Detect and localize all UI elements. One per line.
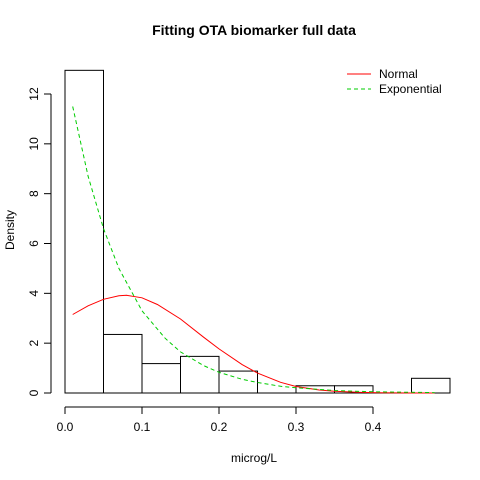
chart-title: Fitting OTA biomarker full data	[152, 22, 356, 38]
y-tick-label: 12	[27, 87, 41, 101]
y-tick-label: 2	[27, 340, 41, 347]
x-tick-label: 0.1	[134, 420, 151, 434]
y-tick-label: 4	[27, 290, 41, 297]
y-tick-label: 10	[27, 137, 41, 151]
x-axis: 0.0 0.1 0.2 0.3 0.4	[57, 406, 382, 434]
legend-label-exponential: Exponential	[379, 82, 442, 96]
histogram-bar-7	[334, 385, 374, 394]
x-tick-label: 0.0	[57, 420, 74, 434]
legend-label-normal: Normal	[379, 67, 418, 81]
series-line-exponential	[72, 106, 435, 394]
x-tick-label: 0.4	[365, 420, 382, 434]
histogram-bar-9	[411, 377, 451, 394]
x-tick-label: 0.2	[211, 420, 228, 434]
x-axis-label: microg/L	[231, 451, 277, 465]
histogram-bar-1	[103, 333, 143, 394]
y-tick-label: 0	[27, 389, 41, 396]
fitted-curves	[72, 106, 435, 394]
histogram-bar-2	[141, 363, 181, 394]
series-line-normal	[72, 294, 435, 394]
y-axis-label: Density	[3, 210, 17, 250]
y-tick-label: 6	[27, 240, 41, 247]
histogram-bars	[64, 69, 451, 394]
y-axis: 0 2 4 6 8 10 12	[27, 87, 52, 396]
histogram-bar-3	[180, 355, 220, 394]
x-tick-label: 0.3	[288, 420, 305, 434]
histogram-bar-0	[64, 69, 104, 394]
histogram-bar-4	[218, 370, 258, 394]
y-tick-label: 8	[27, 190, 41, 197]
